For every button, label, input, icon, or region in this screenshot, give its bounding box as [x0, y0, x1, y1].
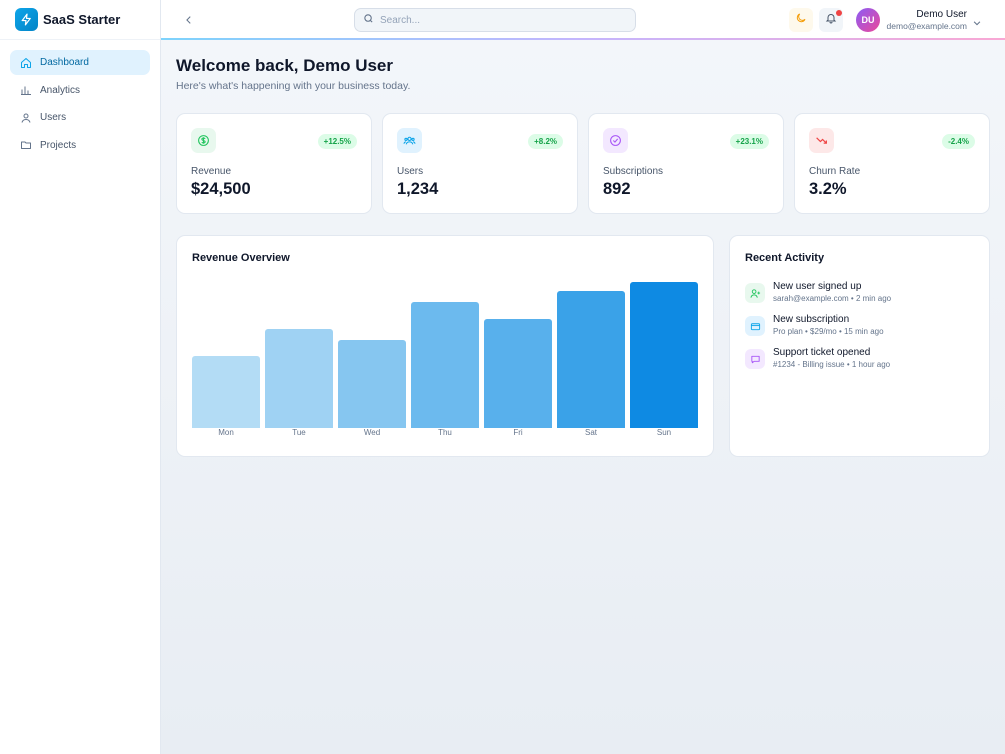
bell-icon	[825, 11, 837, 29]
chart-x-tick-label: Mon	[218, 428, 234, 437]
revenue-overview-card: Revenue Overview Mon Tue Wed Thu Fri Sat Sun	[176, 235, 714, 457]
chart-bar-thu[interactable]	[411, 302, 479, 428]
chart-x-tick-label: Wed	[363, 428, 381, 437]
chart-x-tick-label: Sat	[584, 428, 597, 437]
page-subtitle: Here's what's happening with your busine…	[176, 80, 411, 92]
avatar[interactable]: DU	[856, 8, 880, 32]
chart-bar-mon[interactable]	[192, 356, 260, 428]
activity-meta: sarah@example.com • 2 min ago	[773, 294, 892, 303]
stat-change-badge: +23.1%	[729, 134, 769, 149]
sidebar-item-users[interactable]: Users	[10, 105, 150, 130]
search-input[interactable]	[380, 14, 620, 26]
activity-item[interactable]: Support ticket opened #1234 - Billing is…	[745, 347, 985, 373]
activity-title: Recent Activity	[745, 252, 825, 264]
chart-bar-tue[interactable]	[265, 328, 333, 428]
user-email: demo@example.com	[886, 21, 967, 31]
chart-x-tick-label: Tue	[292, 428, 306, 437]
brand[interactable]: SaaS Starter	[0, 0, 160, 40]
stat-label: Users	[397, 166, 424, 177]
stat-value: 3.2%	[809, 180, 847, 198]
activity-item[interactable]: New subscription Pro plan • $29/mo • 15 …	[745, 314, 985, 340]
stat-card-users: +8.2% Users 1,234	[382, 113, 578, 214]
chart-bar-wed[interactable]	[338, 340, 406, 428]
sidebar-item-label: Projects	[40, 139, 77, 151]
theme-toggle-button[interactable]	[789, 8, 813, 32]
user-plus-icon	[745, 283, 765, 303]
stat-label: Churn Rate	[809, 166, 861, 177]
chevron-left-icon[interactable]	[181, 12, 197, 28]
activity-title-text: New subscription	[773, 314, 850, 325]
bolt-icon	[15, 8, 38, 31]
message-icon	[745, 349, 765, 369]
bar-chart-icon	[20, 84, 32, 96]
chart-x-tick-label: Thu	[438, 428, 452, 437]
notifications-button[interactable]	[819, 8, 843, 32]
chart-bar-fri[interactable]	[484, 318, 552, 428]
sidebar-item-dashboard[interactable]: Dashboard	[10, 50, 150, 75]
user-menu[interactable]: Demo User demo@example.com	[885, 9, 967, 32]
stat-change-badge: +8.2%	[528, 134, 563, 149]
chart-x-tick-label: Sun	[656, 428, 672, 437]
stat-value: 1,234	[397, 180, 439, 198]
sidebar-item-label: Analytics	[40, 84, 81, 96]
activity-item[interactable]: New user signed up sarah@example.com • 2…	[745, 281, 985, 307]
notification-dot	[836, 10, 842, 16]
stat-change-badge: +12.5%	[317, 134, 357, 149]
chart-title: Revenue Overview	[192, 252, 290, 264]
activity-title-text: Support ticket opened	[773, 347, 871, 358]
users-icon	[20, 112, 32, 124]
chevron-down-icon[interactable]	[972, 15, 982, 26]
search-box	[354, 8, 636, 32]
stat-card-subscriptions: +23.1% Subscriptions 892	[588, 113, 784, 214]
trending-down-icon	[809, 128, 834, 153]
chart-bar-sat[interactable]	[557, 290, 625, 428]
check-circle-icon	[603, 128, 628, 153]
dollar-icon	[191, 128, 216, 153]
folder-icon	[20, 139, 32, 151]
stat-value: 892	[603, 180, 631, 198]
sidebar-item-projects[interactable]: Projects	[10, 133, 150, 158]
sidebar-nav: Dashboard Analytics Users Projects	[0, 40, 160, 170]
topbar-accent-line	[161, 38, 1005, 40]
user-name: Demo User	[916, 9, 967, 20]
chart-bar-sun[interactable]	[630, 282, 698, 428]
home-icon	[20, 57, 32, 69]
activity-meta: Pro plan • $29/mo • 15 min ago	[773, 327, 884, 336]
stat-value: $24,500	[191, 180, 251, 198]
activity-meta: #1234 - Billing issue • 1 hour ago	[773, 360, 891, 369]
stat-card-revenue: +12.5% Revenue $24,500	[176, 113, 372, 214]
sidebar-item-analytics[interactable]: Analytics	[10, 78, 150, 103]
stat-label: Revenue	[191, 166, 232, 177]
revenue-bar-chart: Mon Tue Wed Thu Fri Sat Sun	[192, 278, 698, 437]
moon-icon	[795, 11, 807, 29]
sidebar-item-label: Users	[40, 112, 67, 124]
topbar: DU Demo User demo@example.com	[161, 0, 1005, 40]
stat-card-churn-rate: -2.4% Churn Rate 3.2%	[794, 113, 990, 214]
credit-card-icon	[745, 316, 765, 336]
page-title: Welcome back, Demo User	[176, 56, 393, 75]
sidebar-item-label: Dashboard	[40, 57, 89, 68]
main-content: Welcome back, Demo User Here's what's ha…	[161, 40, 1005, 754]
activity-title-text: New user signed up	[773, 281, 862, 292]
recent-activity-card: Recent Activity New user signed up sarah…	[729, 235, 990, 457]
stat-change-badge: -2.4%	[942, 134, 975, 149]
chart-x-tick-label: Fri	[513, 428, 523, 437]
users-icon	[397, 128, 422, 153]
search-icon	[363, 11, 374, 29]
brand-name: SaaS Starter	[43, 12, 121, 27]
sidebar: SaaS Starter Dashboard Analytics Users P…	[0, 0, 161, 754]
stat-label: Subscriptions	[603, 166, 664, 177]
